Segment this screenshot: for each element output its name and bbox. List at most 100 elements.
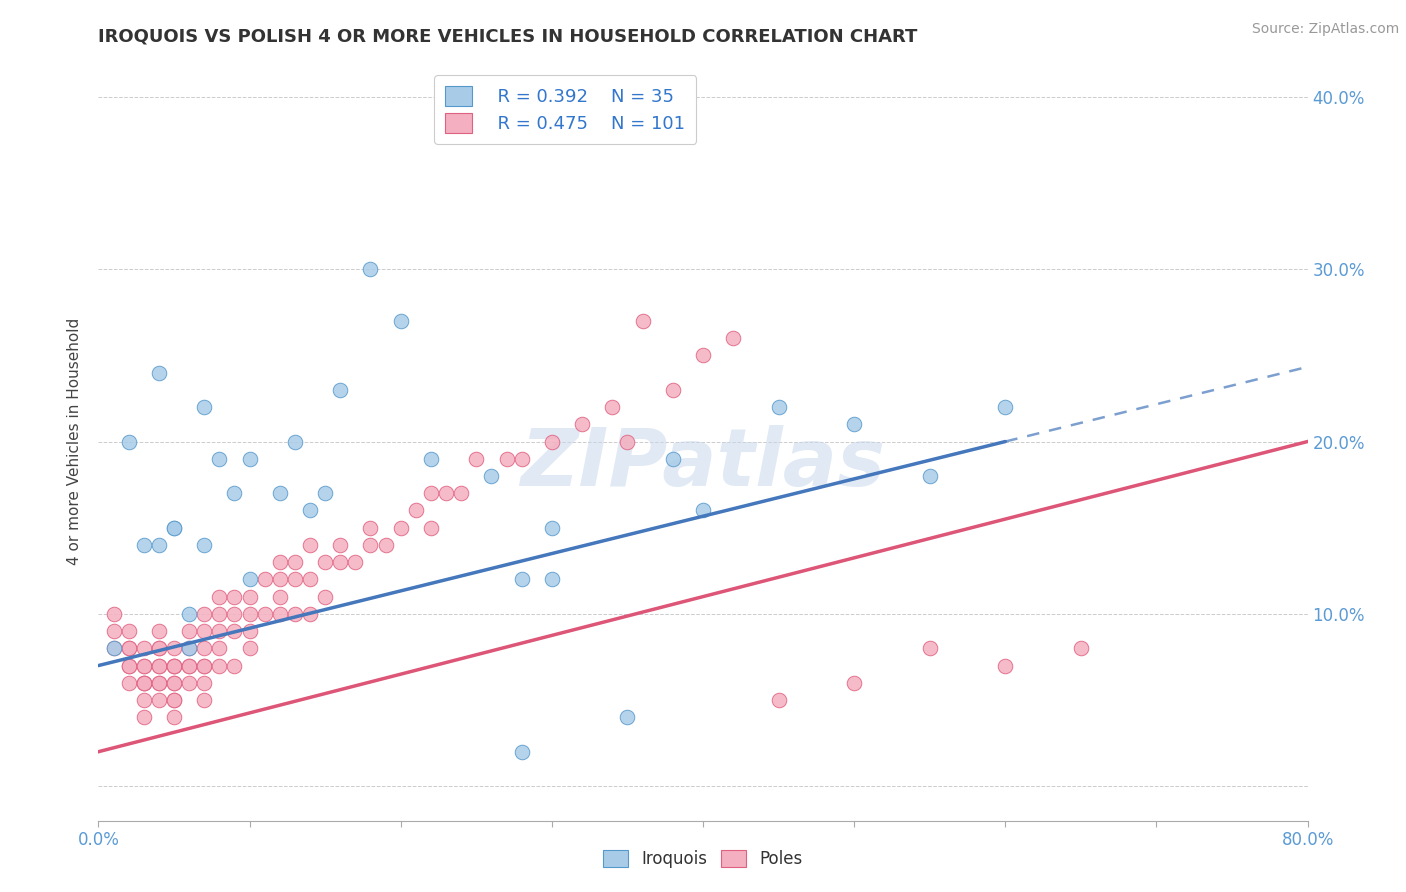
Point xyxy=(103,607,125,621)
Point xyxy=(540,521,562,535)
Point xyxy=(269,486,291,500)
Point xyxy=(224,486,246,500)
Point xyxy=(148,658,170,673)
Point xyxy=(224,624,246,639)
Point xyxy=(132,675,155,690)
Point xyxy=(193,658,215,673)
Point xyxy=(163,693,186,707)
Point xyxy=(224,658,246,673)
Point xyxy=(405,503,427,517)
Point xyxy=(329,383,352,397)
Point xyxy=(179,658,201,673)
Point xyxy=(148,693,170,707)
Point xyxy=(179,641,201,656)
Point xyxy=(239,590,262,604)
Point xyxy=(148,675,170,690)
Point xyxy=(239,607,262,621)
Point xyxy=(360,521,382,535)
Point xyxy=(179,658,201,673)
Point xyxy=(434,486,457,500)
Point xyxy=(148,675,170,690)
Point xyxy=(163,658,186,673)
Point xyxy=(208,624,231,639)
Point xyxy=(329,538,352,552)
Point xyxy=(193,693,215,707)
Point xyxy=(692,503,714,517)
Point xyxy=(193,400,215,414)
Point xyxy=(193,641,215,656)
Point xyxy=(661,383,683,397)
Point xyxy=(1070,641,1092,656)
Point xyxy=(284,607,307,621)
Point xyxy=(224,607,246,621)
Point xyxy=(602,400,624,414)
Point xyxy=(510,451,533,466)
Point xyxy=(299,573,322,587)
Point xyxy=(148,366,170,380)
Point xyxy=(118,675,141,690)
Point xyxy=(269,573,291,587)
Legend: Iroquois, Poles: Iroquois, Poles xyxy=(596,843,810,875)
Point xyxy=(616,710,638,724)
Point xyxy=(118,434,141,449)
Text: Source: ZipAtlas.com: Source: ZipAtlas.com xyxy=(1251,22,1399,37)
Point xyxy=(540,573,562,587)
Point xyxy=(239,641,262,656)
Point xyxy=(495,451,517,466)
Legend:   R = 0.392    N = 35,   R = 0.475    N = 101: R = 0.392 N = 35, R = 0.475 N = 101 xyxy=(434,75,696,144)
Point xyxy=(163,710,186,724)
Point xyxy=(193,607,215,621)
Point xyxy=(360,262,382,277)
Point xyxy=(132,710,155,724)
Point xyxy=(299,538,322,552)
Point xyxy=(179,607,201,621)
Point xyxy=(148,641,170,656)
Point xyxy=(163,675,186,690)
Point xyxy=(163,675,186,690)
Point xyxy=(918,641,941,656)
Point xyxy=(224,590,246,604)
Point xyxy=(163,658,186,673)
Point xyxy=(420,521,443,535)
Point xyxy=(253,607,276,621)
Point xyxy=(163,658,186,673)
Point xyxy=(450,486,472,500)
Point xyxy=(132,675,155,690)
Point xyxy=(132,693,155,707)
Point xyxy=(284,555,307,569)
Point xyxy=(723,331,745,345)
Point xyxy=(661,451,683,466)
Point xyxy=(329,555,352,569)
Point xyxy=(193,675,215,690)
Point xyxy=(420,451,443,466)
Point xyxy=(239,451,262,466)
Point xyxy=(360,538,382,552)
Point xyxy=(118,624,141,639)
Point xyxy=(844,417,866,432)
Point xyxy=(918,469,941,483)
Point xyxy=(284,573,307,587)
Point xyxy=(389,521,412,535)
Point xyxy=(314,590,336,604)
Point xyxy=(103,641,125,656)
Point xyxy=(148,641,170,656)
Point xyxy=(118,641,141,656)
Point xyxy=(148,658,170,673)
Point xyxy=(284,434,307,449)
Point xyxy=(103,624,125,639)
Point xyxy=(208,658,231,673)
Point xyxy=(465,451,488,466)
Point xyxy=(239,573,262,587)
Point xyxy=(571,417,593,432)
Point xyxy=(132,538,155,552)
Point xyxy=(179,675,201,690)
Point xyxy=(269,607,291,621)
Point xyxy=(193,538,215,552)
Point xyxy=(299,607,322,621)
Point xyxy=(994,658,1017,673)
Point xyxy=(239,624,262,639)
Point xyxy=(163,641,186,656)
Point xyxy=(768,693,790,707)
Point xyxy=(616,434,638,449)
Text: IROQUOIS VS POLISH 4 OR MORE VEHICLES IN HOUSEHOLD CORRELATION CHART: IROQUOIS VS POLISH 4 OR MORE VEHICLES IN… xyxy=(98,28,918,45)
